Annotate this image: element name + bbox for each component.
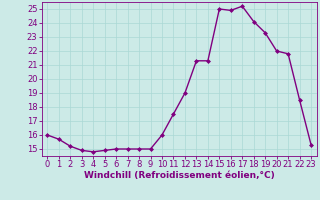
X-axis label: Windchill (Refroidissement éolien,°C): Windchill (Refroidissement éolien,°C) <box>84 171 275 180</box>
